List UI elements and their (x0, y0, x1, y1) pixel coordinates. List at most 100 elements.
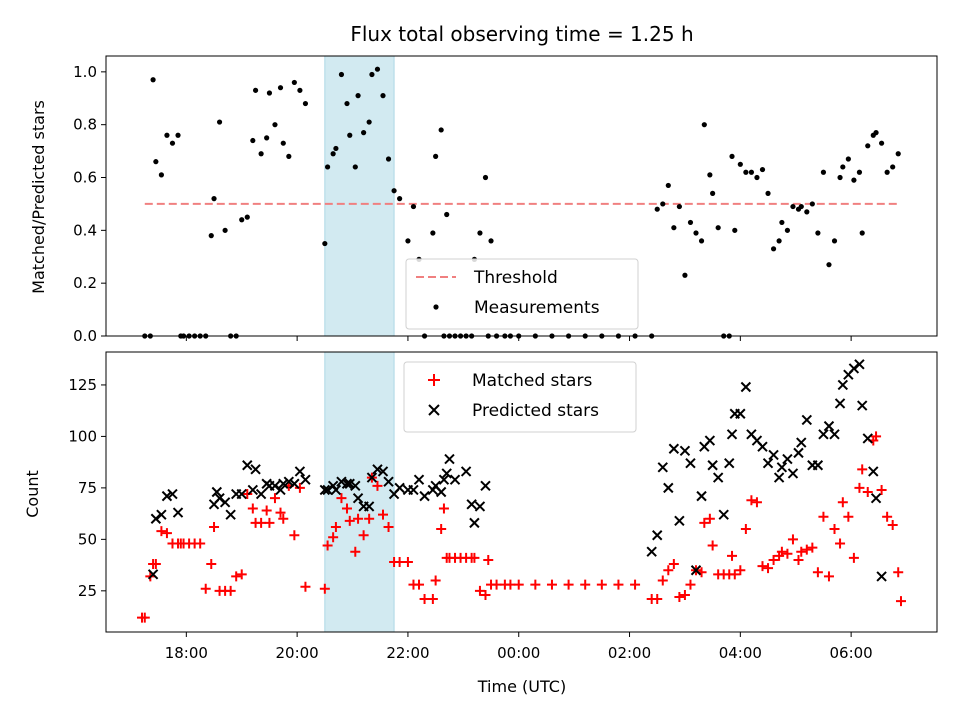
data-point (757, 561, 768, 572)
x-tick-label: 02:00 (608, 644, 651, 662)
data-point (236, 488, 247, 500)
data-point (211, 486, 223, 498)
series-matched-stars (137, 431, 906, 623)
data-point (630, 579, 641, 590)
legend-swatch-measurements (433, 304, 439, 310)
data-point (748, 169, 755, 175)
data-point (488, 238, 494, 244)
data-point (363, 501, 375, 512)
data-point (405, 238, 411, 244)
data-point (699, 517, 710, 528)
data-point (765, 190, 771, 196)
data-point (444, 211, 450, 218)
data-point (391, 188, 397, 194)
data-point (746, 495, 757, 506)
data-point (353, 513, 364, 524)
data-point (707, 172, 713, 178)
data-point (239, 217, 245, 223)
data-point (477, 230, 483, 236)
data-point (865, 143, 871, 149)
data-point (341, 478, 353, 489)
data-point (277, 85, 284, 91)
data-point (286, 153, 292, 159)
data-point (435, 486, 447, 498)
x-tick-label: 18:00 (165, 644, 208, 662)
data-point (854, 482, 865, 493)
data-point (682, 272, 688, 278)
data-point (809, 201, 815, 207)
data-point (206, 559, 217, 570)
data-point (242, 489, 253, 500)
data-point (812, 460, 824, 471)
data-point (269, 480, 281, 492)
data-point (796, 437, 807, 448)
data-point (793, 447, 804, 459)
data-point (784, 227, 791, 233)
data-point (156, 526, 167, 537)
data-point (294, 482, 305, 493)
data-point (707, 460, 718, 471)
data-point (685, 457, 696, 469)
data-point (848, 552, 859, 563)
data-point (222, 227, 228, 233)
data-point (383, 522, 394, 532)
data-point (319, 484, 331, 496)
data-point (209, 522, 220, 532)
data-point (366, 119, 372, 125)
data-point (430, 575, 441, 586)
data-point (782, 548, 793, 559)
data-point (707, 540, 718, 551)
x-tick-label: 04:00 (719, 644, 762, 662)
data-point (895, 596, 906, 607)
data-point (200, 583, 211, 594)
data-point (469, 552, 480, 563)
data-point (377, 466, 389, 477)
data-point (776, 462, 788, 473)
data-point (358, 530, 369, 541)
data-point (862, 487, 873, 497)
legend-box (405, 258, 639, 330)
data-point (250, 464, 261, 475)
y-tick-label: 75 (78, 479, 97, 497)
data-point (857, 464, 868, 475)
data-point (333, 145, 339, 152)
data-point (372, 464, 383, 475)
data-point (449, 474, 461, 485)
data-point (580, 579, 591, 590)
legend: Matched stars Predicted stars (403, 361, 637, 433)
data-point (410, 203, 417, 210)
series-measurements (142, 66, 901, 339)
data-point (483, 554, 494, 565)
y-tick-label: 125 (68, 376, 97, 394)
data-point (893, 567, 904, 578)
data-point (156, 509, 167, 520)
data-point (460, 466, 472, 477)
data-point (704, 513, 715, 524)
data-point (255, 488, 267, 500)
data-point (887, 519, 898, 530)
data-point (712, 472, 724, 483)
legend-label: Matched stars (472, 371, 592, 391)
data-point (322, 240, 328, 247)
data-point (383, 476, 394, 487)
series-predicted-stars (149, 360, 887, 582)
data-point (364, 513, 375, 524)
data-point (690, 565, 702, 576)
data-point (330, 522, 341, 532)
data-point (352, 164, 358, 170)
data-point (546, 579, 557, 590)
data-point (247, 503, 258, 514)
data-point (350, 546, 361, 557)
data-point (773, 472, 785, 483)
data-point (150, 513, 162, 524)
data-point (834, 398, 846, 409)
data-point (679, 445, 691, 457)
data-point (414, 579, 425, 590)
data-point (674, 515, 685, 527)
data-point (884, 169, 890, 175)
data-point (161, 490, 173, 502)
data-point (873, 130, 879, 136)
data-point (801, 544, 812, 555)
data-point (322, 540, 333, 551)
data-point (341, 503, 352, 514)
